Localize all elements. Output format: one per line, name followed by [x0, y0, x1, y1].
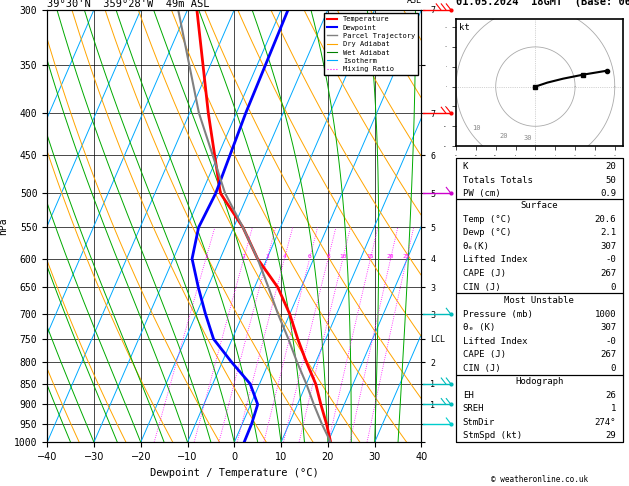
Text: 30: 30	[523, 135, 532, 141]
Text: 0.9: 0.9	[600, 189, 616, 198]
Text: 0: 0	[611, 364, 616, 373]
Text: 20: 20	[499, 133, 508, 139]
Bar	[456, 375, 623, 442]
Text: 267: 267	[600, 350, 616, 359]
Text: 20: 20	[605, 162, 616, 171]
Text: StmDir: StmDir	[463, 418, 495, 427]
Text: StmSpd (kt): StmSpd (kt)	[463, 432, 522, 440]
Text: 3: 3	[265, 254, 269, 259]
Bar	[456, 158, 623, 199]
Text: 0: 0	[611, 282, 616, 292]
Text: 20.6: 20.6	[594, 215, 616, 224]
Text: Lifted Index: Lifted Index	[463, 256, 527, 264]
Text: 1000: 1000	[594, 310, 616, 319]
Text: 1: 1	[204, 254, 208, 259]
Text: Surface: Surface	[521, 201, 558, 210]
Text: 307: 307	[600, 242, 616, 251]
Text: Totals Totals: Totals Totals	[463, 175, 533, 185]
Text: 10: 10	[472, 125, 481, 131]
Text: PW (cm): PW (cm)	[463, 189, 500, 198]
Text: 26: 26	[605, 391, 616, 400]
Text: 4: 4	[282, 254, 286, 259]
Text: 267: 267	[600, 269, 616, 278]
X-axis label: Dewpoint / Temperature (°C): Dewpoint / Temperature (°C)	[150, 468, 319, 478]
Text: 274°: 274°	[594, 418, 616, 427]
Text: θₑ(K): θₑ(K)	[463, 242, 489, 251]
Text: 50: 50	[605, 175, 616, 185]
Text: © weatheronline.co.uk: © weatheronline.co.uk	[491, 474, 588, 484]
Text: Hodograph: Hodograph	[515, 377, 564, 386]
Text: 2.1: 2.1	[600, 228, 616, 237]
Text: 25: 25	[403, 254, 410, 259]
Text: 6: 6	[308, 254, 311, 259]
Y-axis label: hPa: hPa	[0, 217, 8, 235]
Legend: Temperature, Dewpoint, Parcel Trajectory, Dry Adiabat, Wet Adiabat, Isotherm, Mi: Temperature, Dewpoint, Parcel Trajectory…	[324, 13, 418, 75]
Text: CIN (J): CIN (J)	[463, 364, 500, 373]
Text: CIN (J): CIN (J)	[463, 282, 500, 292]
Text: Dewp (°C): Dewp (°C)	[463, 228, 511, 237]
Text: kt: kt	[459, 23, 470, 32]
Text: Pressure (mb): Pressure (mb)	[463, 310, 533, 319]
Text: Temp (°C): Temp (°C)	[463, 215, 511, 224]
Text: Most Unstable: Most Unstable	[504, 296, 574, 305]
Text: EH: EH	[463, 391, 474, 400]
Bar	[456, 294, 623, 375]
Text: -0: -0	[605, 337, 616, 346]
Text: 307: 307	[600, 323, 616, 332]
Text: θₑ (K): θₑ (K)	[463, 323, 495, 332]
Text: CAPE (J): CAPE (J)	[463, 269, 506, 278]
Text: SREH: SREH	[463, 404, 484, 414]
Text: km
ASL: km ASL	[406, 0, 421, 5]
Text: 2: 2	[242, 254, 245, 259]
Text: 15: 15	[367, 254, 374, 259]
Text: 20: 20	[387, 254, 394, 259]
Text: 29: 29	[605, 432, 616, 440]
Text: 01.05.2024  18GMT  (Base: 06): 01.05.2024 18GMT (Base: 06)	[456, 0, 629, 7]
Text: K: K	[463, 162, 468, 171]
Text: 39°30'N  359°28'W  49m ASL: 39°30'N 359°28'W 49m ASL	[47, 0, 209, 9]
Text: Lifted Index: Lifted Index	[463, 337, 527, 346]
Text: -0: -0	[605, 256, 616, 264]
Text: 10: 10	[339, 254, 347, 259]
Bar	[456, 199, 623, 294]
Text: CAPE (J): CAPE (J)	[463, 350, 506, 359]
Text: 8: 8	[326, 254, 330, 259]
Text: 1: 1	[611, 404, 616, 414]
